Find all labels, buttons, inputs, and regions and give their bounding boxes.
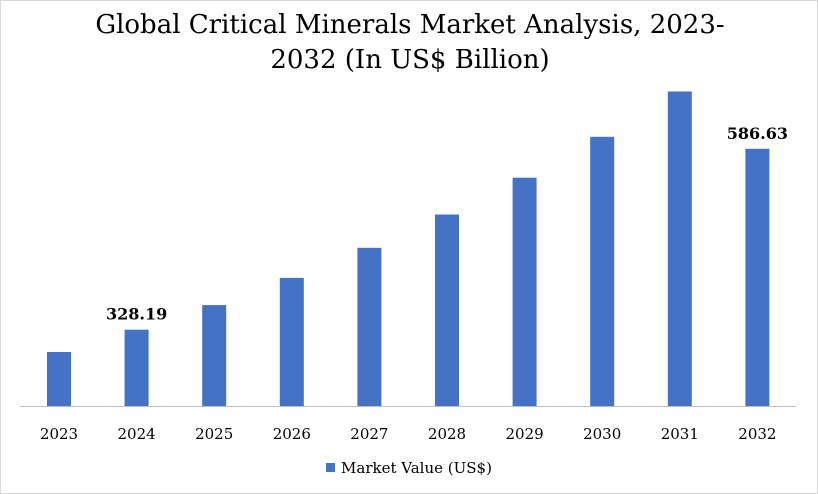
x-tick-label-2026: 2026 (273, 425, 311, 443)
chart-title-line-1: Global Critical Minerals Market Analysis… (95, 10, 725, 40)
bar-2023 (47, 352, 71, 406)
legend-swatch-market-value (326, 463, 336, 472)
bar-2031 (667, 91, 692, 406)
bar-2029 (512, 177, 537, 406)
bar-2032 (745, 148, 770, 407)
x-tick-label-2031: 2031 (661, 425, 699, 443)
data-label-2024: 328.19 (106, 305, 167, 324)
chart-title: Global Critical Minerals Market Analysis… (60, 8, 760, 78)
x-tick-label-2028: 2028 (428, 425, 466, 443)
bar-2028 (435, 214, 459, 406)
x-tick-label-2023: 2023 (40, 425, 78, 443)
chart-title-line-2: 2032 (In US$ Billion) (270, 45, 550, 75)
x-tick-label-2032: 2032 (738, 425, 776, 443)
bar-2030 (590, 136, 615, 407)
x-tick-label-2025: 2025 (195, 425, 233, 443)
x-tick-label-2027: 2027 (350, 425, 388, 443)
bar-2025 (202, 305, 227, 406)
data-label-2032: 586.63 (727, 124, 788, 143)
chart-legend: Market Value (US$) (0, 459, 818, 477)
bar-2027 (357, 247, 382, 406)
bar-2024 (124, 329, 149, 406)
bar-2026 (279, 277, 304, 406)
x-tick-label-2030: 2030 (583, 425, 621, 443)
x-tick-label-2029: 2029 (506, 425, 544, 443)
legend-label: Market Value (US$) (341, 459, 492, 477)
x-tick-label-2024: 2024 (118, 425, 156, 443)
